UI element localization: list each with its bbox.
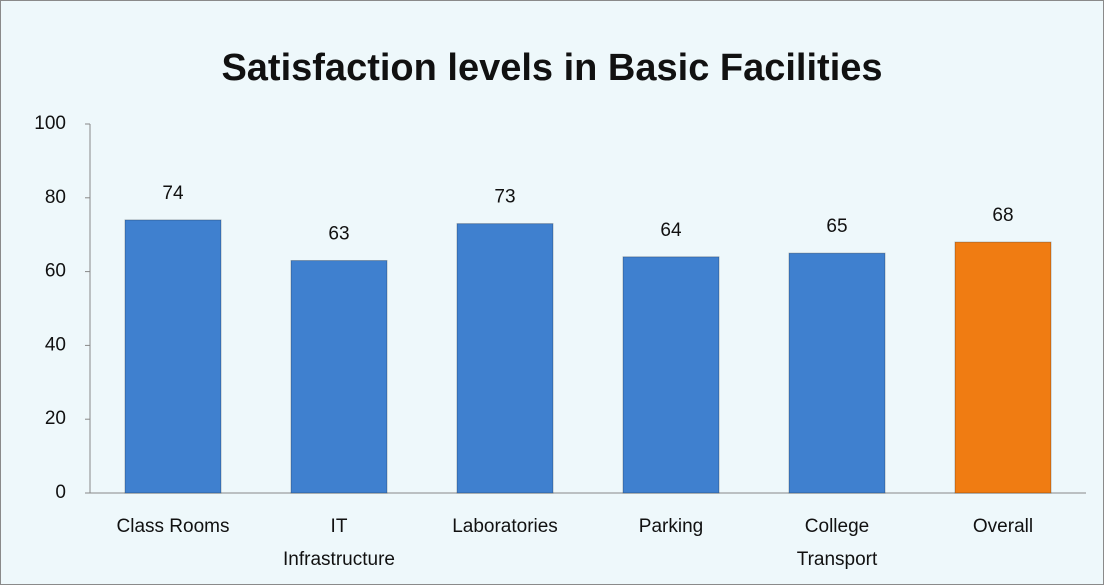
bar: [788, 252, 886, 494]
chart-title: Satisfaction levels in Basic Facilities: [221, 47, 882, 89]
y-tick-label: 80: [45, 187, 66, 208]
bar: [456, 223, 554, 494]
x-tick-label: IT Infrastructure: [283, 516, 395, 570]
value-label: 63: [328, 224, 349, 245]
y-tick-label: 100: [34, 113, 66, 134]
x-tick-label: Class Rooms: [117, 516, 230, 537]
x-tick-label: Laboratories: [452, 516, 558, 537]
x-tick-label: Parking: [639, 516, 703, 537]
y-tick-label: 60: [45, 261, 66, 282]
x-tick-label: Overall: [973, 516, 1033, 537]
value-label: 74: [162, 183, 184, 204]
y-tick-label: 0: [55, 482, 66, 503]
bar: [622, 256, 720, 494]
bar: [290, 260, 388, 494]
bar: [954, 241, 1052, 494]
value-label: 68: [992, 205, 1013, 226]
value-label: 64: [660, 220, 682, 241]
value-label: 65: [826, 216, 847, 237]
y-tick-label: 40: [45, 334, 66, 355]
y-tick-label: 20: [45, 408, 66, 429]
value-label: 73: [494, 187, 515, 208]
bar: [124, 219, 222, 494]
x-tick-label: College Transport: [797, 516, 878, 570]
